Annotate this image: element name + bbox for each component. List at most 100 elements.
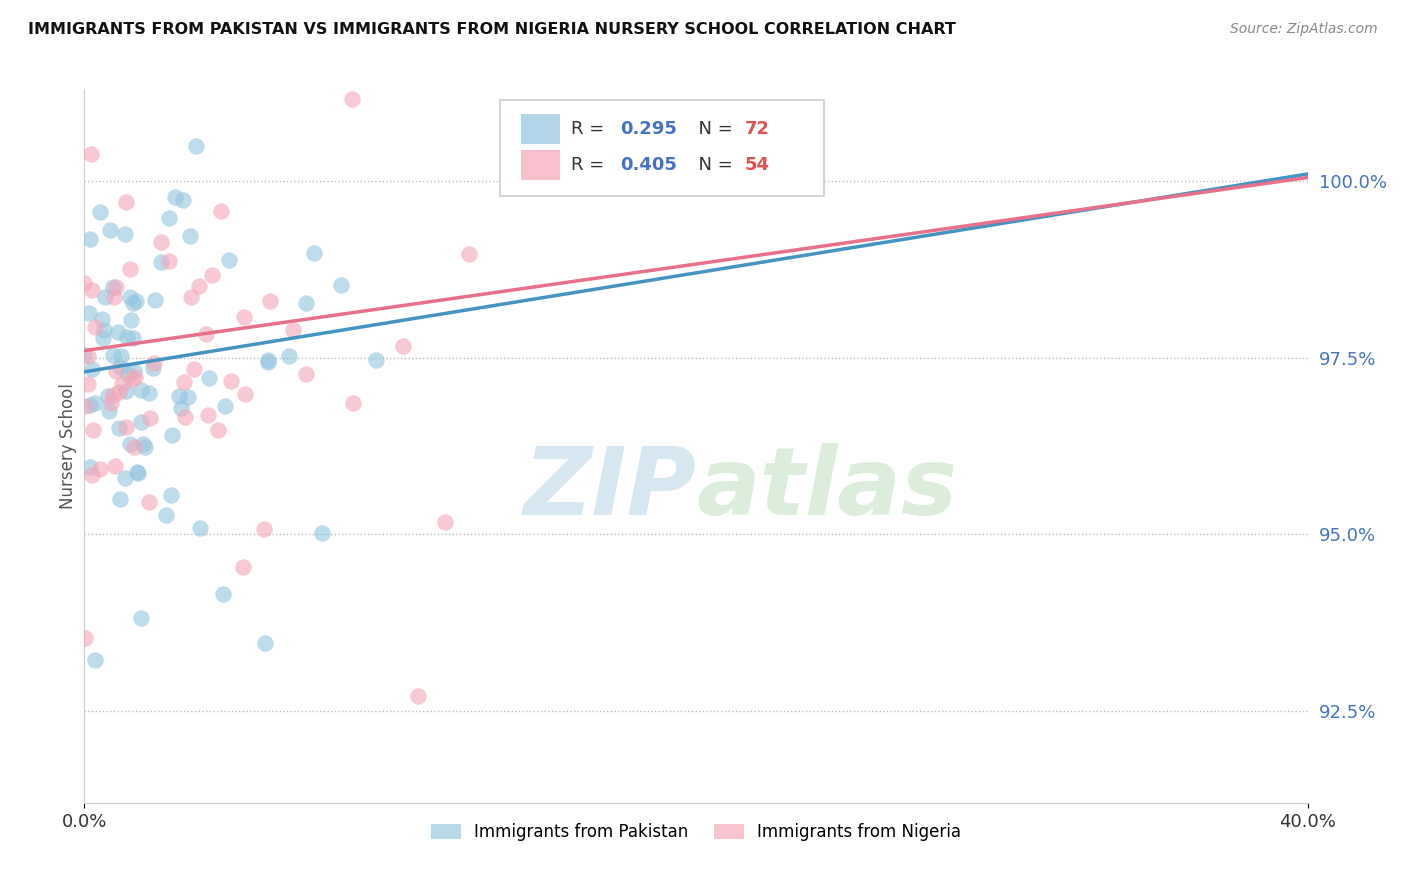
Point — [90, 311, 112, 326]
Point — [79, 398, 101, 412]
Point — [73, 276, 96, 290]
Point — [172, 193, 194, 207]
Text: 54: 54 — [745, 156, 770, 174]
Text: Source: ZipAtlas.com: Source: ZipAtlas.com — [1230, 22, 1378, 37]
Point — [103, 290, 125, 304]
Point — [129, 383, 152, 397]
Point — [107, 325, 129, 339]
Text: R =: R = — [571, 120, 610, 138]
Point — [75, 631, 97, 645]
Point — [173, 375, 195, 389]
Point — [104, 279, 127, 293]
Point — [77, 377, 100, 392]
Text: 72: 72 — [745, 120, 770, 138]
Point — [101, 280, 124, 294]
Point — [176, 390, 198, 404]
Point — [214, 399, 236, 413]
Point — [253, 522, 276, 536]
Point — [219, 374, 242, 388]
Point — [165, 189, 187, 203]
Point — [233, 310, 256, 325]
Point — [115, 330, 138, 344]
Point — [97, 388, 120, 402]
Point — [160, 488, 183, 502]
Point — [295, 367, 318, 381]
Point — [257, 354, 280, 368]
Point — [108, 360, 131, 375]
Point — [121, 372, 143, 386]
Point — [75, 399, 97, 413]
Point — [129, 611, 152, 625]
Point — [75, 814, 97, 829]
Point — [458, 247, 481, 261]
Point — [93, 323, 115, 337]
Point — [278, 350, 301, 364]
Point — [120, 290, 142, 304]
Point — [149, 235, 172, 249]
Point — [180, 290, 202, 304]
Point — [76, 349, 98, 363]
Point — [105, 364, 128, 378]
Text: IMMIGRANTS FROM PAKISTAN VS IMMIGRANTS FROM NIGERIA NURSERY SCHOOL CORRELATION C: IMMIGRANTS FROM PAKISTAN VS IMMIGRANTS F… — [28, 22, 956, 37]
Point — [115, 419, 138, 434]
Point — [108, 385, 131, 400]
Point — [124, 369, 146, 384]
Y-axis label: Nursery School: Nursery School — [59, 383, 77, 509]
Point — [94, 290, 117, 304]
Point — [406, 689, 429, 703]
FancyBboxPatch shape — [501, 100, 824, 196]
Point — [340, 92, 363, 106]
Point — [143, 356, 166, 370]
Point — [212, 587, 235, 601]
Point — [329, 278, 352, 293]
Point — [84, 396, 107, 410]
Point — [138, 385, 160, 400]
Text: 0.295: 0.295 — [620, 120, 678, 138]
Legend: Immigrants from Pakistan, Immigrants from Nigeria: Immigrants from Pakistan, Immigrants fro… — [425, 817, 967, 848]
Point — [150, 255, 173, 269]
Point — [122, 364, 145, 378]
Point — [281, 323, 304, 337]
Point — [170, 401, 193, 416]
Point — [121, 295, 143, 310]
Point — [179, 228, 201, 243]
Point — [218, 252, 240, 267]
Point — [392, 339, 415, 353]
Point — [114, 194, 136, 209]
Point — [198, 370, 221, 384]
Point — [101, 348, 124, 362]
Point — [91, 331, 114, 345]
Point — [197, 408, 219, 422]
Text: atlas: atlas — [696, 442, 957, 535]
Point — [311, 525, 333, 540]
Point — [80, 361, 103, 376]
Point — [232, 560, 254, 574]
Point — [155, 508, 177, 523]
Point — [138, 495, 160, 509]
Point — [142, 360, 165, 375]
Point — [115, 384, 138, 399]
FancyBboxPatch shape — [522, 150, 560, 180]
Point — [256, 353, 278, 368]
Point — [84, 653, 107, 667]
Point — [127, 466, 149, 480]
Point — [124, 441, 146, 455]
Point — [79, 460, 101, 475]
Point — [110, 349, 132, 363]
Text: N =: N = — [688, 156, 740, 174]
FancyBboxPatch shape — [522, 114, 560, 145]
Text: R =: R = — [571, 156, 610, 174]
Point — [254, 635, 277, 649]
Point — [82, 423, 104, 437]
Point — [173, 410, 195, 425]
Point — [84, 320, 107, 334]
Point — [132, 437, 155, 451]
Point — [77, 305, 100, 319]
Point — [295, 295, 318, 310]
Point — [434, 515, 457, 529]
Point — [167, 389, 190, 403]
Text: N =: N = — [688, 120, 740, 138]
Point — [129, 415, 152, 429]
Point — [187, 279, 209, 293]
Point — [104, 459, 127, 474]
